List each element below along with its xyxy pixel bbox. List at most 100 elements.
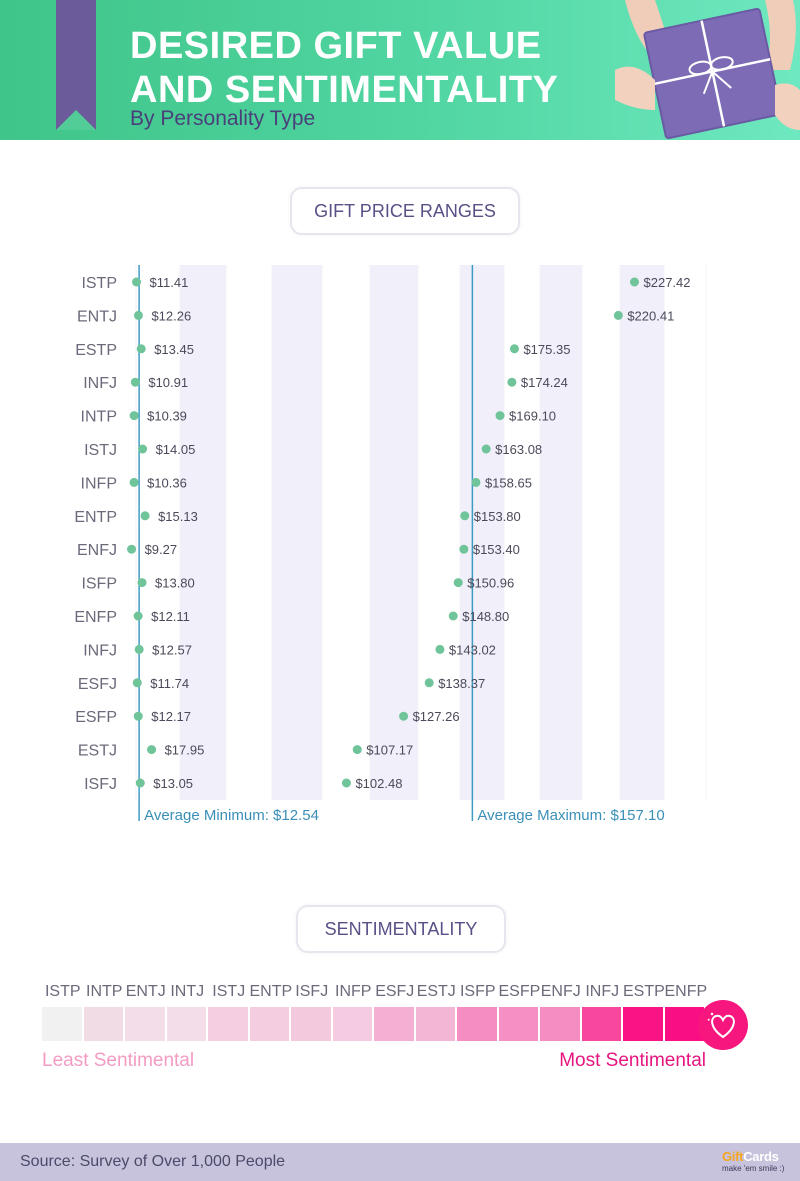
chart-title: GIFT PRICE RANGES (314, 201, 496, 221)
grid-band (620, 265, 664, 800)
max-value-label: $102.48 (355, 776, 402, 791)
page-title: DESIRED GIFT VALUE AND SENTIMENTALITY (130, 25, 559, 111)
min-dot (135, 778, 145, 788)
row-label: ESTP (75, 342, 117, 359)
grid-band (180, 265, 226, 800)
sentimentality-type-label: ENTP (249, 983, 293, 1000)
row-label: INFP (81, 475, 117, 492)
ribbon-notch (56, 110, 96, 130)
row-label: ESFJ (78, 676, 117, 693)
min-dot (132, 277, 141, 287)
sentimentality-type-label: ENFP (664, 983, 708, 1000)
average-maximum-label: Average Maximum: $157.10 (477, 807, 664, 824)
row-label: ISTP (81, 275, 117, 292)
max-dot (507, 377, 517, 387)
min-dot (133, 611, 143, 621)
max-dot (424, 678, 434, 688)
sentimentality-cell (457, 1007, 499, 1041)
sentimentality-type-label: ESFP (498, 983, 541, 1000)
max-value-label: $158.65 (485, 475, 532, 490)
max-dot (453, 578, 463, 588)
min-value-label: $10.39 (147, 409, 187, 424)
sentimentality-cell (291, 1007, 333, 1041)
sentimentality-cell (83, 1007, 125, 1041)
giftcards-logo: GiftCards make 'em smile :) (722, 1149, 794, 1177)
min-value-label: $10.91 (148, 375, 188, 390)
max-value-label: $169.10 (509, 409, 556, 424)
min-value-label: $15.13 (158, 509, 198, 524)
least-sentimental-label: Least Sentimental (42, 1050, 195, 1071)
min-dot (127, 544, 137, 554)
min-value-label: $12.11 (151, 609, 190, 624)
max-dot (613, 310, 623, 320)
sentimentality-type-label: ISTJ (212, 983, 246, 1000)
row-label: ENTP (74, 509, 117, 526)
sentimentality-cell (374, 1007, 416, 1041)
grid-band (460, 265, 504, 800)
max-dot (471, 477, 481, 487)
sentimentality-type-label: ISFJ (295, 983, 329, 1000)
sentimentality-cell (42, 1007, 84, 1041)
sentimentality-type-label: INFJ (585, 983, 620, 1000)
max-value-label: $227.42 (644, 275, 691, 290)
header-banner: DESIRED GIFT VALUE AND SENTIMENTALITY By… (0, 0, 800, 140)
sentimentality-scale-bar (42, 1007, 706, 1041)
logo-wordmark: GiftCards (722, 1149, 779, 1164)
heart-circle (698, 1000, 748, 1050)
sentimentality-cell (208, 1007, 250, 1041)
row-label: ENTJ (77, 308, 117, 325)
sentimentality-cell (581, 1007, 623, 1041)
row-label: INFJ (83, 642, 117, 659)
sentimentality-cell (623, 1007, 665, 1041)
min-dot (129, 477, 139, 487)
min-dot (138, 444, 148, 454)
max-value-label: $220.41 (627, 308, 674, 323)
chart-svg: Average Minimum: $12.54 Average Maximum: … (74, 265, 707, 824)
max-value-label: $163.08 (495, 442, 542, 457)
max-value-label: $150.96 (467, 576, 514, 591)
min-value-label: $12.57 (152, 642, 192, 657)
sentimentality-type-label: ESFJ (375, 983, 415, 1000)
sentimentality-cell (125, 1007, 167, 1041)
min-value-label: $10.36 (147, 475, 187, 490)
min-value-label: $11.41 (150, 275, 189, 290)
row-label: ISTJ (84, 442, 117, 459)
min-value-label: $17.95 (165, 743, 205, 758)
min-value-label: $12.17 (151, 709, 191, 724)
max-value-label: $174.24 (521, 375, 568, 390)
max-value-label: $138.37 (438, 676, 485, 691)
most-sentimental-label: Most Sentimental (559, 1050, 706, 1071)
source-note: Source: Survey of Over 1,000 People (20, 1153, 286, 1170)
row-label: ISFJ (84, 776, 117, 793)
sentimentality-type-label: INFP (335, 983, 372, 1000)
min-value-label: $14.05 (156, 442, 196, 457)
min-dot (140, 511, 150, 521)
row-label: ESTJ (78, 743, 117, 760)
max-dot (459, 544, 469, 554)
max-value-label: $143.02 (449, 642, 496, 657)
min-value-label: $13.80 (155, 576, 195, 591)
row-label: ISFP (81, 576, 117, 593)
sentimentality-type-label: ESTJ (416, 983, 456, 1000)
min-value-label: $12.26 (151, 308, 191, 323)
max-value-label: $148.80 (462, 609, 509, 624)
logo-tagline: make 'em smile :) (722, 1164, 785, 1173)
grid-band (272, 265, 322, 800)
max-dot (352, 745, 362, 755)
sentimentality-cell (540, 1007, 582, 1041)
max-dot (435, 644, 445, 654)
sentimentality-cell (498, 1007, 540, 1041)
max-dot (460, 511, 470, 521)
min-dot (129, 411, 139, 421)
max-dot (399, 711, 409, 721)
row-label: INFJ (83, 375, 117, 392)
row-label: ENFP (74, 609, 117, 626)
average-minimum-label: Average Minimum: $12.54 (144, 807, 319, 824)
max-dot (495, 411, 505, 421)
min-dot (136, 344, 146, 354)
sentimentality-cell (415, 1007, 457, 1041)
min-value-label: $13.45 (154, 342, 194, 357)
sentimentality-cell (166, 1007, 208, 1041)
sentimentality-type-label: INTJ (170, 983, 205, 1000)
footer: Source: Survey of Over 1,000 People Gift… (0, 1143, 800, 1181)
